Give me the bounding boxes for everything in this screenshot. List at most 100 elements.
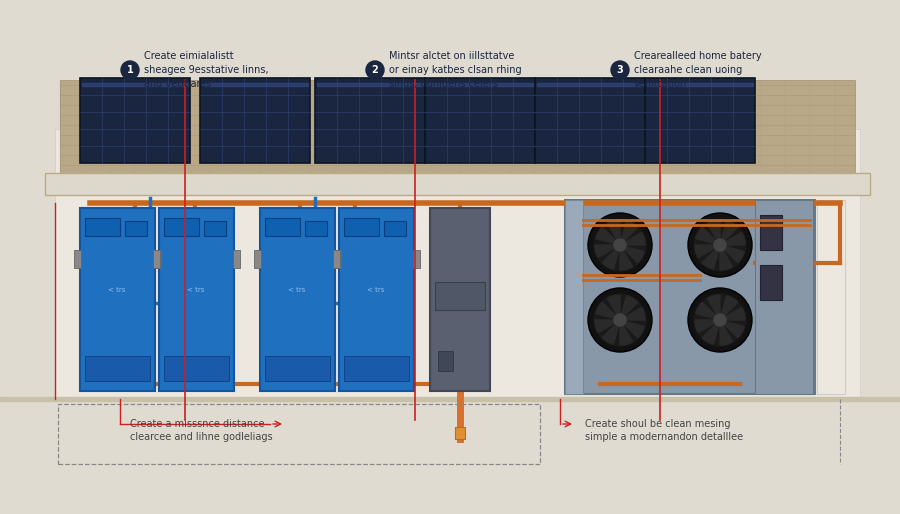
Wedge shape [707,295,720,320]
Circle shape [614,239,626,251]
Bar [202,83,308,86]
Text: Create shoul be clean mesing
simple a modernandon detalllee: Create shoul be clean mesing simple a mo… [585,419,743,442]
Wedge shape [720,232,745,245]
Bar [455,427,465,439]
Bar [430,208,490,391]
Circle shape [693,218,747,272]
Bar [80,78,190,163]
Bar [344,218,379,236]
Bar [565,200,583,394]
Bar [438,351,453,371]
Bar [647,83,753,86]
Circle shape [688,288,752,352]
Wedge shape [620,320,644,338]
Bar [645,78,755,163]
Wedge shape [720,245,744,263]
Circle shape [688,213,752,277]
Bar [164,218,199,236]
Bar [80,208,155,391]
Bar [760,265,782,300]
Circle shape [714,239,726,251]
Text: < trs: < trs [108,287,126,293]
Bar [153,250,160,268]
Bar [265,218,300,236]
Wedge shape [596,227,620,245]
Bar [60,80,855,173]
Bar [435,282,485,310]
Wedge shape [696,227,720,245]
Text: Create eimialalistt
sheagee 9esstative linns,
and vetitiares: Create eimialalistt sheagee 9esstative l… [144,50,268,89]
Bar [82,83,188,86]
Wedge shape [720,221,738,245]
Wedge shape [620,221,638,245]
Wedge shape [720,320,733,345]
Circle shape [693,293,747,347]
Wedge shape [620,320,633,345]
Wedge shape [696,302,720,320]
Bar [265,356,330,381]
Wedge shape [602,320,620,344]
Bar [315,78,425,163]
Wedge shape [720,245,733,270]
Bar [537,83,643,86]
Wedge shape [695,245,720,258]
Text: < trs: < trs [288,287,306,293]
Bar [334,250,341,268]
Wedge shape [707,220,720,245]
Circle shape [593,218,647,272]
Text: 2: 2 [372,65,378,75]
Bar [74,250,81,268]
Bar [425,78,535,163]
Bar [535,78,645,163]
Bar [254,250,261,268]
Wedge shape [720,296,738,320]
Bar [125,221,147,236]
Text: Mintsr alctet on iillsttatve
or einay katbes clsan rhing
sings, dunldens celers: Mintsr alctet on iillsttatve or einay ka… [389,50,522,89]
Bar [58,404,540,464]
Text: < trs: < trs [187,287,204,293]
Wedge shape [695,320,720,333]
Bar [755,200,813,394]
Wedge shape [720,307,745,320]
Circle shape [366,61,384,79]
Wedge shape [702,320,720,344]
Bar [0,399,900,514]
Bar [339,208,414,391]
Bar [164,356,229,381]
Circle shape [593,293,647,347]
Bar [85,356,150,381]
Bar [200,78,310,163]
Circle shape [121,61,139,79]
Bar [565,200,815,394]
Wedge shape [595,320,620,333]
Bar [305,221,327,236]
Bar [0,399,900,514]
Bar [344,356,409,381]
Wedge shape [720,320,744,338]
Wedge shape [620,232,645,245]
Bar [384,221,406,236]
Wedge shape [608,295,620,320]
Bar [45,173,870,195]
Wedge shape [620,296,638,320]
Wedge shape [702,245,720,269]
Text: < trs: < trs [367,287,384,293]
Wedge shape [596,302,620,320]
Circle shape [588,288,652,352]
Circle shape [588,213,652,277]
Wedge shape [608,220,620,245]
Bar [760,215,782,250]
Wedge shape [595,245,620,258]
Bar [204,221,226,236]
Text: Create a misssnce distance
clearcee and lihne godleliags: Create a misssnce distance clearcee and … [130,419,273,442]
Bar [233,250,240,268]
Circle shape [614,314,626,326]
Bar [333,250,340,268]
Wedge shape [602,245,620,269]
Bar [154,250,161,268]
Circle shape [611,61,629,79]
Text: 1: 1 [127,65,133,75]
Wedge shape [620,245,633,270]
Bar [413,250,420,268]
Bar [55,129,860,399]
